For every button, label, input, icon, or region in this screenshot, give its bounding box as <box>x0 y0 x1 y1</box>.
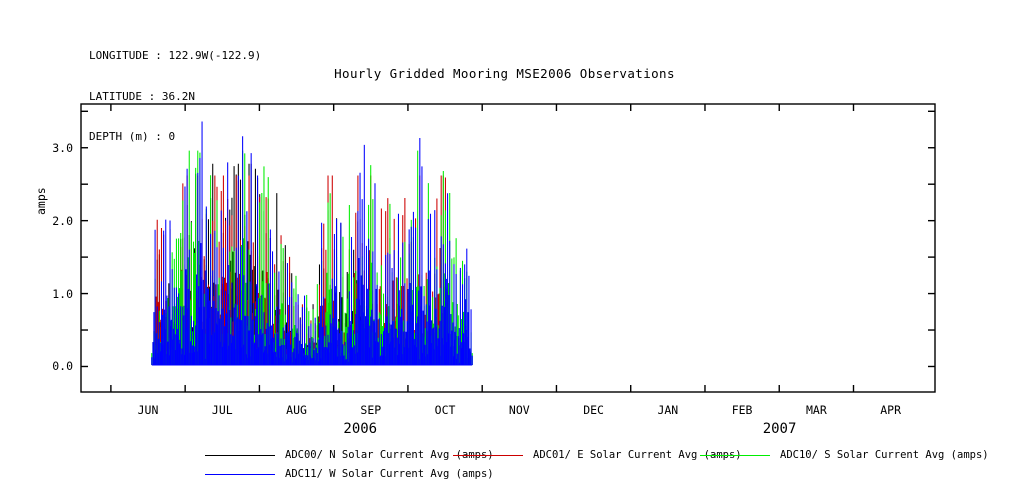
x-tick-label: JUL <box>211 403 233 417</box>
x-axis-year-label: 2006 <box>343 421 378 437</box>
legend-entry: ADC00/ N Solar Current Avg (amps) <box>205 448 494 462</box>
x-tick-label: JAN <box>657 403 679 417</box>
legend-color-swatch <box>700 454 770 456</box>
x-tick-label: FEB <box>731 403 753 417</box>
legend-entry: ADC10/ S Solar Current Avg (amps) <box>700 448 989 462</box>
x-tick-label: NOV <box>508 403 530 417</box>
x-tick-label: AUG <box>286 403 307 417</box>
legend-label: ADC10/ S Solar Current Avg (amps) <box>780 449 989 461</box>
x-tick-label: OCT <box>434 403 456 417</box>
legend-entry: ADC11/ W Solar Current Avg (amps) <box>205 467 494 481</box>
y-tick-label: 1.0 <box>52 286 73 301</box>
legend-entry: ADC01/ E Solar Current Avg (amps) <box>453 448 742 462</box>
y-tick-label: 3.0 <box>52 140 73 155</box>
station-metadata: LONGITUDE : 122.9W(-122.9) LATITUDE : 36… <box>89 22 261 157</box>
x-tick-label: APR <box>880 403 902 417</box>
x-tick-label: DEC <box>583 403 604 417</box>
legend-color-swatch <box>205 454 275 456</box>
x-tick-label: JUN <box>137 403 159 417</box>
legend-label: ADC01/ E Solar Current Avg (amps) <box>533 449 742 461</box>
y-tick-label: 2.0 <box>52 213 73 228</box>
longitude-text: LONGITUDE : 122.9W(-122.9) <box>89 49 262 62</box>
legend-label: ADC00/ N Solar Current Avg (amps) <box>285 449 494 461</box>
chart-legend: ADC00/ N Solar Current Avg (amps) ADC01/ … <box>0 446 1009 492</box>
plot-frame <box>80 103 936 393</box>
x-axis-year-label: 2007 <box>762 421 797 437</box>
page-title: Hourly Gridded Mooring MSE2006 Observati… <box>334 66 675 81</box>
y-tick-label: 0.0 <box>52 359 73 374</box>
depth-text: DEPTH (m) : 0 <box>89 130 176 143</box>
y-axis-title: amps <box>34 187 48 215</box>
x-tick-label: MAR <box>805 403 827 417</box>
data-series-adc11 <box>151 121 473 366</box>
legend-color-swatch <box>205 473 275 475</box>
legend-label: ADC11/ W Solar Current Avg (amps) <box>285 468 494 480</box>
latitude-text: LATITUDE : 36.2N <box>89 89 195 103</box>
legend-color-swatch <box>453 454 523 456</box>
x-tick-label: SEP <box>360 403 382 417</box>
